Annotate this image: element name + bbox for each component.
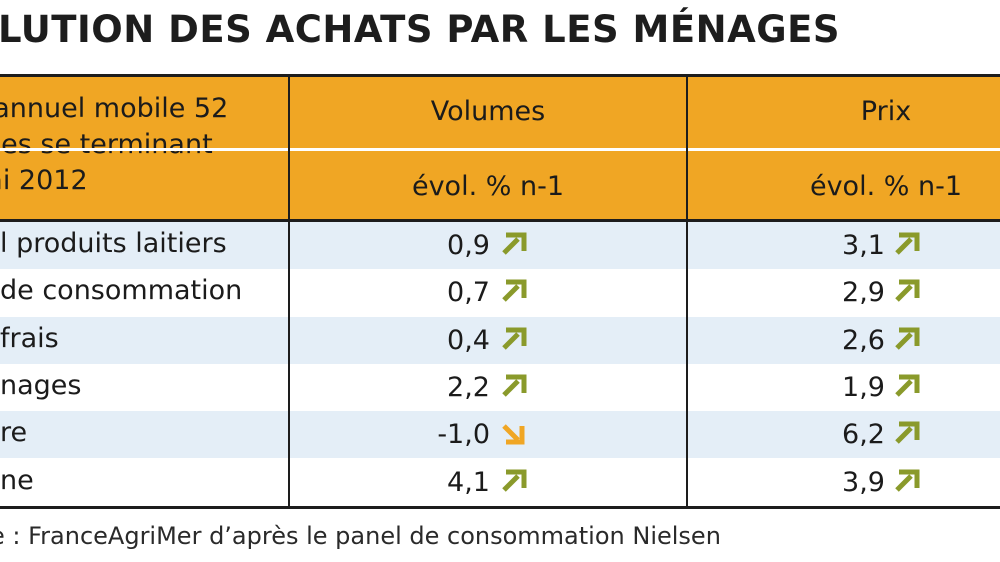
stub-line-2: aines se terminant (0, 129, 213, 160)
data-table: ul annuel mobile 52 aines se terminant m… (0, 74, 1000, 509)
prix-value: 2,9 (842, 277, 885, 309)
arrow-up-icon (895, 232, 920, 255)
table-row: frais 0,4 2,6 (0, 316, 1000, 364)
header-separator (0, 148, 1000, 151)
subheader-volumes: évol. % n-1 (411, 171, 565, 202)
table-row: de consommation 0,7 2,9 (0, 269, 1000, 317)
arrow-up-icon (502, 327, 527, 350)
stub-line-3: mai 2012 (0, 165, 88, 196)
row-label: de consommation (0, 275, 243, 307)
column-header-volumes: Volumes (430, 96, 546, 127)
volumes-value: 0,4 (447, 324, 490, 356)
table-row: l produits laitiers 0,9 3,1 (0, 222, 1000, 270)
prix-value: 2,6 (842, 324, 885, 356)
prix-value: 1,9 (842, 371, 885, 403)
table-row: nages 2,2 1,9 (0, 363, 1000, 412)
volumes-value: 0,7 (447, 277, 490, 309)
arrow-down-icon (502, 424, 525, 445)
row-label: re (0, 417, 28, 449)
table-row: ne 4,1 3,9 (0, 458, 1000, 506)
volumes-value: 2,2 (447, 371, 490, 403)
subheader-prix: évol. % n-1 (809, 171, 963, 202)
table-row: re -1,0 6,2 (0, 411, 1000, 459)
arrow-up-icon (502, 469, 527, 492)
column-header-prix: Prix (860, 96, 912, 127)
arrow-up-icon (502, 279, 527, 303)
arrow-up-icon (895, 469, 920, 492)
arrow-up-icon (895, 421, 920, 444)
top-rule (0, 74, 1000, 77)
row-label: nages (0, 369, 82, 401)
arrow-up-icon (502, 374, 527, 397)
volumes-value: 4,1 (447, 466, 490, 498)
header-rule (0, 219, 1000, 222)
column-divider-2 (686, 76, 688, 508)
source-note: e : FranceAgriMer d’après le panel de co… (0, 522, 721, 550)
header-row-2 (0, 151, 1000, 219)
row-label: ne (0, 464, 34, 496)
arrow-up-icon (895, 374, 920, 397)
arrow-up-icon (502, 232, 527, 255)
prix-value: 6,2 (842, 419, 885, 451)
arrow-up-icon (895, 327, 920, 350)
volumes-value: 0,9 (447, 230, 490, 261)
column-divider-1 (288, 76, 290, 508)
table-title: LUTION DES ACHATS PAR LES MÉNAGES (0, 8, 841, 51)
stub-line-1: ul annuel mobile 52 (0, 93, 229, 124)
prix-value: 3,1 (842, 230, 885, 261)
prix-value: 3,9 (842, 466, 885, 498)
stub-header: ul annuel mobile 52 aines se terminant m… (0, 91, 290, 199)
volumes-value: -1,0 (437, 419, 490, 451)
row-label: frais (0, 322, 59, 354)
row-label: l produits laitiers (0, 228, 227, 259)
bottom-rule (0, 506, 1000, 509)
arrow-up-icon (895, 279, 920, 303)
header-row-1 (0, 76, 1000, 148)
